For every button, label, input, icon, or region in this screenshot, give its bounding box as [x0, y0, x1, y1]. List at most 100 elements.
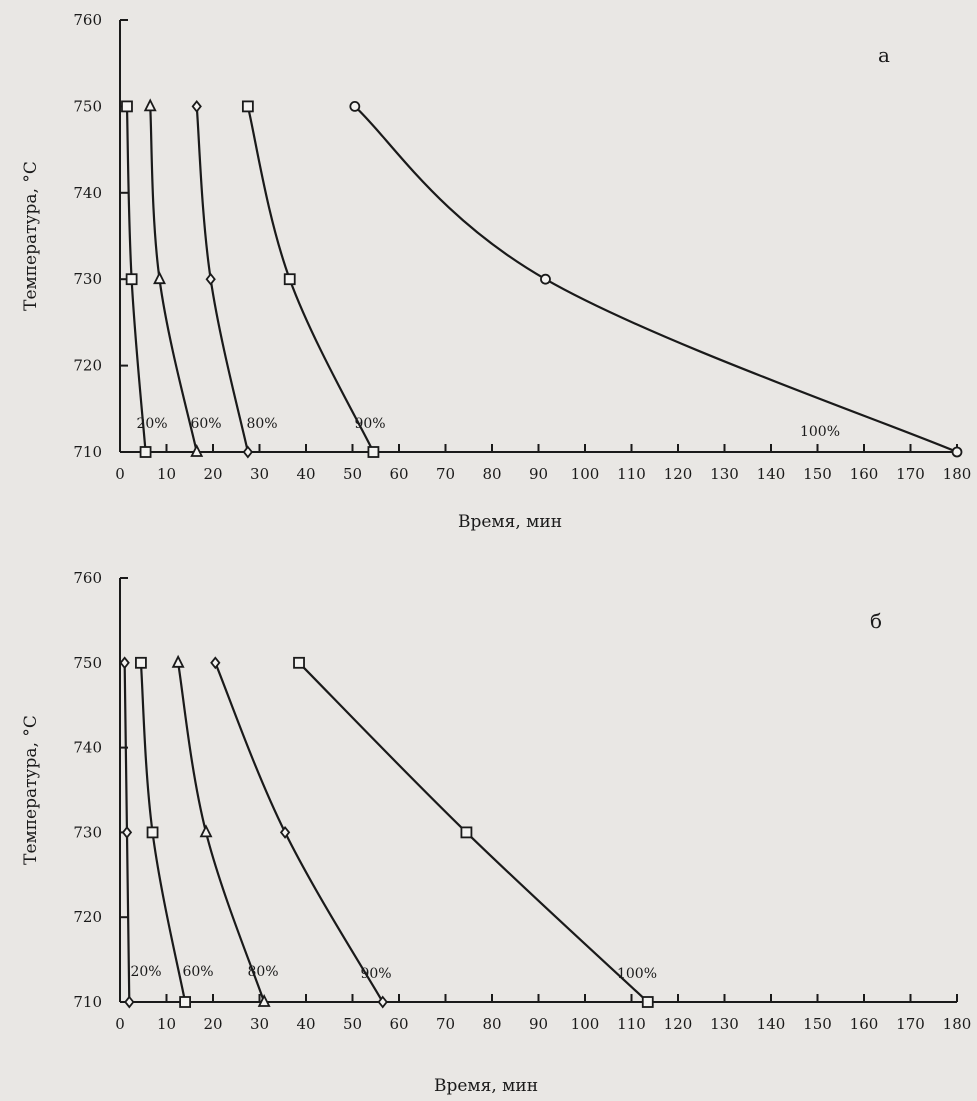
x-tick-label: 180	[943, 465, 972, 483]
x-tick-label: 180	[943, 1015, 972, 1033]
square-marker	[641, 996, 654, 1008]
y-axis-title: Температура, °С	[21, 715, 41, 865]
panel-letter: а	[878, 43, 890, 67]
series-line-90pct	[214, 662, 384, 1003]
y-axis-title: Температура, °С	[21, 161, 41, 311]
circle-marker	[540, 273, 551, 285]
diamond-marker	[279, 825, 291, 839]
y-tick-label: 710	[73, 993, 102, 1011]
series-line-80pct	[195, 106, 249, 453]
series-label: 100%	[617, 966, 657, 982]
square-marker	[121, 100, 133, 113]
square-marker	[139, 446, 152, 458]
x-tick-label: 50	[343, 465, 362, 483]
series-label: 90%	[360, 966, 391, 982]
series-line-80pct	[177, 662, 266, 1003]
series-label: 80%	[247, 964, 278, 980]
x-tick-label: 150	[803, 465, 832, 483]
triangle-marker	[257, 993, 271, 1007]
diamond-marker	[210, 656, 221, 670]
y-tick-label: 740	[73, 739, 102, 757]
y-tick-label: 730	[73, 823, 102, 841]
x-tick-label: 100	[571, 1015, 600, 1033]
square-marker	[367, 446, 380, 458]
x-tick-label: 120	[664, 1015, 693, 1033]
y-tick-label: 750	[73, 654, 102, 672]
diamond-marker	[377, 995, 388, 1009]
x-tick-label: 140	[757, 1015, 786, 1033]
x-tick-label: 130	[710, 1015, 739, 1033]
x-tick-label: 70	[436, 465, 455, 483]
series-line-100pct	[354, 105, 958, 454]
triangle-marker	[171, 654, 185, 668]
y-tick-label: 750	[73, 97, 102, 115]
diamond-marker	[191, 99, 202, 113]
x-tick-label: 50	[343, 1015, 362, 1033]
triangle-marker	[199, 824, 213, 838]
diamond-marker	[121, 825, 133, 839]
square-marker	[460, 826, 473, 839]
circle-marker	[349, 101, 361, 112]
y-tick-label: 760	[73, 569, 102, 587]
square-marker	[241, 100, 254, 113]
square-marker	[135, 656, 147, 669]
x-tick-label: 30	[250, 465, 269, 483]
x-tick-label: 40	[296, 1015, 315, 1033]
x-tick-label: 60	[389, 1015, 408, 1033]
triangle-marker	[153, 271, 166, 285]
x-tick-label: 90	[529, 1015, 548, 1033]
x-tick-label: 170	[896, 465, 925, 483]
series-label: 90%	[354, 416, 385, 432]
x-tick-label: 170	[896, 1015, 925, 1033]
series-line-90pct	[246, 106, 375, 453]
x-tick-label: 160	[850, 1015, 879, 1033]
diamond-marker	[205, 272, 216, 286]
y-tick-label: 720	[73, 357, 102, 375]
x-tick-label: 110	[617, 465, 646, 483]
x-tick-label: 80	[482, 465, 501, 483]
diamond-marker	[242, 445, 254, 459]
square-marker	[179, 996, 192, 1008]
triangle-marker	[190, 443, 204, 457]
x-tick-label: 150	[803, 1015, 832, 1033]
y-tick-label: 740	[73, 184, 102, 202]
x-tick-label: 0	[115, 465, 125, 483]
x-tick-label: 20	[203, 1015, 222, 1033]
x-tick-label: 0	[115, 1015, 125, 1033]
x-tick-label: 120	[664, 465, 693, 483]
series-label: 100%	[800, 424, 840, 440]
square-marker	[283, 273, 296, 286]
x-tick-label: 90	[529, 465, 548, 483]
x-tick-label: 110	[617, 1015, 646, 1033]
series-label: 60%	[182, 964, 213, 980]
x-tick-label: 70	[436, 1015, 455, 1033]
series-label: 20%	[130, 964, 161, 980]
x-tick-label: 20	[203, 465, 222, 483]
x-tick-label: 40	[296, 465, 315, 483]
circle-marker	[951, 446, 963, 458]
series-label: 60%	[190, 416, 221, 432]
x-tick-label: 130	[710, 465, 739, 483]
x-tick-label: 140	[757, 465, 786, 483]
series-label: 20%	[136, 416, 167, 432]
square-marker	[293, 656, 305, 669]
x-tick-label: 160	[850, 465, 879, 483]
triangle-marker	[143, 98, 157, 112]
panel-b: 710 720 730 740 750 760 0 10 20 30 40 50 60 70 80 90 100…	[21, 569, 971, 1096]
y-tick-label: 760	[73, 11, 102, 29]
y-tick-label: 720	[73, 908, 102, 926]
series-label: 80%	[246, 416, 277, 432]
y-tick-label: 710	[73, 443, 102, 461]
square-marker	[125, 273, 138, 286]
x-tick-label: 10	[157, 465, 176, 483]
x-axis-title: Время, мин	[458, 512, 562, 532]
diamond-marker	[119, 656, 130, 670]
x-tick-label: 100	[571, 465, 600, 483]
x-tick-label: 30	[250, 1015, 269, 1033]
x-tick-label: 80	[482, 1015, 501, 1033]
square-marker	[146, 826, 159, 839]
x-axis-title: Время, мин	[434, 1076, 538, 1096]
diamond-marker	[124, 995, 135, 1009]
